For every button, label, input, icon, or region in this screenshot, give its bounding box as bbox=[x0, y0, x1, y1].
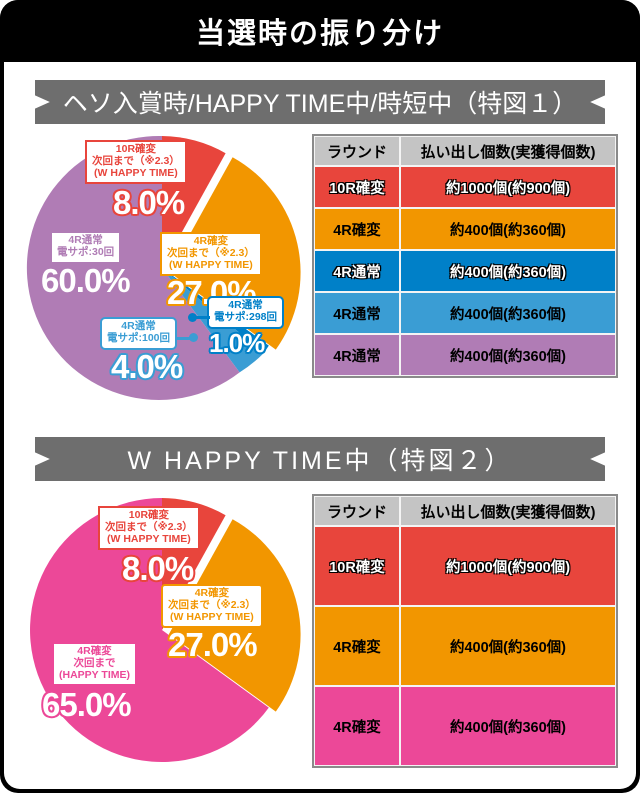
table-row: 4R通常 約400個(約360個) bbox=[314, 292, 616, 334]
table-row: 10R確変 約1000個(約900個) bbox=[314, 526, 616, 606]
section-heading-1: ヘソ入賞時/HAPPY TIME中/時短中（特図１） bbox=[35, 80, 605, 124]
table-1-r2-round: 4R通常 bbox=[314, 250, 400, 292]
table-1-r0-payout: 約1000個(約900個) bbox=[400, 166, 616, 208]
table-row: 4R確変 約400個(約360個) bbox=[314, 606, 616, 686]
table-1-r0-round: 10R確変 bbox=[314, 166, 400, 208]
table-header-row: ラウンド 払い出し個数(実獲得個数) bbox=[314, 496, 616, 526]
table-1-header-payout: 払い出し個数(実獲得個数) bbox=[400, 136, 616, 166]
pie-1-leader-dot-4r-298 bbox=[188, 313, 197, 322]
table-1-r1-payout: 約400個(約360個) bbox=[400, 208, 616, 250]
table-row: 4R確変 約400個(約360個) bbox=[314, 686, 616, 766]
pie-1-value-4r-298: 1.0% bbox=[209, 328, 265, 358]
pie-1-value-10r: 8.0% bbox=[113, 184, 185, 221]
table-1-r4-round: 4R通常 bbox=[314, 334, 400, 376]
payout-table-1: ラウンド 払い出し個数(実獲得個数) 10R確変 約1000個(約900個) 4… bbox=[312, 134, 618, 378]
pie-1-value-4r-30: 60.0% bbox=[41, 262, 131, 299]
table-row: 4R通常 約400個(約360個) bbox=[314, 334, 616, 376]
pie-1-slice-4r-30 bbox=[26, 135, 240, 400]
pie-2-callout-4r-kakuhen: 4R確変 次回まで（※2.3） (W HAPPY TIME) bbox=[161, 584, 263, 629]
pie-2-callout-10r: 10R確変 次回まで（※2.3） (W HAPPY TIME) bbox=[98, 506, 200, 551]
content-sheet: ヘソ入賞時/HAPPY TIME中/時短中（特図１） 1 bbox=[4, 62, 636, 789]
pie-1-leader-dot-4r-100 bbox=[189, 333, 198, 342]
table-2-r2-payout: 約400個(約360個) bbox=[400, 686, 616, 766]
section-heading-2-label: W HAPPY TIME中（特図２） bbox=[127, 447, 513, 475]
table-2-header-round: ラウンド bbox=[314, 496, 400, 526]
table-header-row: ラウンド 払い出し個数(実獲得個数) bbox=[314, 136, 616, 166]
table-2-r0-payout: 約1000個(約900個) bbox=[400, 526, 616, 606]
table-1-r1-round: 4R確変 bbox=[314, 208, 400, 250]
table-2-r2-round: 4R確変 bbox=[314, 686, 400, 766]
section-heading-2: W HAPPY TIME中（特図２） bbox=[35, 437, 605, 481]
section-heading-1-label: ヘソ入賞時/HAPPY TIME中/時短中（特図１） bbox=[62, 90, 578, 118]
pie-1-callout-4r-30: 4R通常 電サポ:30回 bbox=[50, 231, 122, 264]
table-row: 10R確変 約1000個(約900個) bbox=[314, 166, 616, 208]
table-1-r2-payout: 約400個(約360個) bbox=[400, 250, 616, 292]
pie-1-leader-4r-298 bbox=[194, 316, 210, 319]
pie-1-leader-4r-100 bbox=[177, 337, 193, 340]
table-2-r0-round: 10R確変 bbox=[314, 526, 400, 606]
table-1-r3-round: 4R通常 bbox=[314, 292, 400, 334]
table-2-r1-payout: 約400個(約360個) bbox=[400, 606, 616, 686]
pie-1-callout-4r-298: 4R通常 電サポ:298回 bbox=[207, 296, 285, 329]
pie-1-callout-10r: 10R確変 次回まで（※2.3） (W HAPPY TIME) bbox=[85, 140, 187, 185]
table-row: 4R通常 約400個(約360個) bbox=[314, 250, 616, 292]
pie-1-value-4r-100: 4.0% bbox=[111, 348, 183, 385]
pie-2-value-10r: 8.0% bbox=[122, 550, 194, 587]
table-1-r4-payout: 約400個(約360個) bbox=[400, 334, 616, 376]
page-title-bar: 当選時の振り分け bbox=[0, 0, 640, 62]
page-title: 当選時の振り分け bbox=[195, 18, 444, 50]
payout-table-2: ラウンド 払い出し個数(実獲得個数) 10R確変 約1000個(約900個) 4… bbox=[312, 494, 618, 768]
pie-2-callout-4r-happy: 4R確変 次回まで (HAPPY TIME) bbox=[52, 642, 137, 687]
pie-chart-1: 10R確変 次回まで（※2.3） (W HAPPY TIME) 8.0% 4R確… bbox=[26, 132, 301, 404]
table-row: 4R確変 約400個(約360個) bbox=[314, 208, 616, 250]
pie-2-value-4r-kakuhen: 27.0% bbox=[168, 626, 258, 663]
pie-2-value-4r-happy: 65.0% bbox=[42, 686, 132, 723]
pie-2-slice-4r-happy bbox=[30, 498, 269, 762]
table-1-header-round: ラウンド bbox=[314, 136, 400, 166]
table-1-r3-payout: 約400個(約360個) bbox=[400, 292, 616, 334]
pie-chart-2: 10R確変 次回まで（※2.3） (W HAPPY TIME) 8.0% 4R確… bbox=[28, 494, 301, 766]
pie-1-callout-4r-100: 4R通常 電サポ:100回 bbox=[100, 317, 178, 350]
table-2-header-payout: 払い出し個数(実獲得個数) bbox=[400, 496, 616, 526]
pie-1-callout-4r-kakuhen: 4R確変 次回まで（※2.3） (W HAPPY TIME) bbox=[160, 232, 262, 277]
table-2-r1-round: 4R確変 bbox=[314, 606, 400, 686]
